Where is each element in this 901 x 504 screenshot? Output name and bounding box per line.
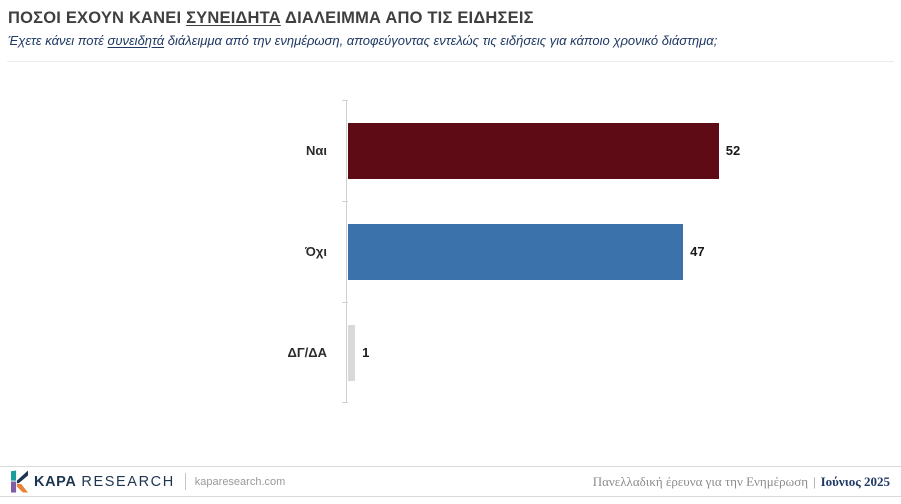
footer: KAPA RESEARCH kaparesearch.com Πανελλαδι… — [0, 466, 901, 497]
brand-block: KAPA RESEARCH kaparesearch.com — [11, 470, 285, 493]
bar-value-label: 52 — [725, 143, 741, 158]
title-part2: ΔΙΑΛΕΙΜΜΑ ΑΠΟ ΤΙΣ ΕΙΔΗΣΕΙΣ — [280, 9, 534, 27]
title-part1: ΠΟΣΟΙ ΕΧΟΥΝ ΚΑΝΕΙ — [8, 9, 187, 27]
axis-tick — [342, 402, 348, 403]
page-title: ΠΟΣΟΙ ΕΧΟΥΝ ΚΑΝΕΙ ΣΥΝΕΙΔΗΤΑ ΔΙΑΛΕΙΜΜΑ ΑΠ… — [8, 9, 534, 28]
chart-row-dgda: ΔΓ/ΔΑ 1 — [0, 302, 901, 403]
brand-name-bold: KAPA — [34, 473, 77, 490]
title-underlined-word: ΣΥΝΕΙΔΗΤΑ — [186, 9, 281, 27]
axis-tick — [342, 302, 348, 303]
brand-divider-line — [184, 473, 186, 490]
survey-separator: | — [813, 473, 816, 489]
subtitle-part2: διάλειμμα από την ενημέρωση, αποφεύγοντα… — [164, 33, 718, 48]
header-divider-line — [7, 61, 894, 62]
category-label: Όχι — [305, 244, 327, 259]
bar-cell: 1 — [346, 302, 901, 403]
page-subtitle: Έχετε κάνει ποτέ συνειδητά διάλειμμα από… — [8, 33, 717, 48]
website-link[interactable]: kaparesearch.com — [194, 475, 286, 488]
bar-cell: 52 — [346, 100, 901, 201]
category-label: Ναι — [306, 143, 327, 158]
bar-dgda — [348, 324, 356, 381]
chart-row-oxi: Όχι 47 — [0, 201, 901, 302]
axis-tick — [342, 100, 348, 101]
survey-date: Ιούνιος 2025 — [820, 473, 890, 489]
bar-oxi — [348, 223, 684, 280]
brand-name-regular: RESEARCH — [81, 473, 175, 490]
bar-value-label: 1 — [362, 345, 370, 360]
subtitle-part1: Έχετε κάνει ποτέ — [8, 33, 108, 48]
bar-cell: 47 — [346, 201, 901, 302]
chart-row-nai: Ναι 52 — [0, 100, 901, 201]
subtitle-underlined-word: συνειδητά — [107, 33, 165, 48]
axis-tick — [342, 201, 348, 202]
bar-value-label: 47 — [690, 244, 705, 259]
bar-nai — [348, 122, 719, 179]
bar-chart-plot: Ναι 52 Όχι 47 ΔΓ/ΔΑ 1 — [0, 100, 901, 403]
survey-label: Πανελλαδική έρευνα για την Ενημέρωση — [592, 473, 808, 489]
category-label: ΔΓ/ΔΑ — [287, 345, 327, 360]
survey-info: Πανελλαδική έρευνα για την Ενημέρωση | Ιού… — [593, 474, 890, 490]
kapa-logo-icon — [11, 470, 28, 493]
